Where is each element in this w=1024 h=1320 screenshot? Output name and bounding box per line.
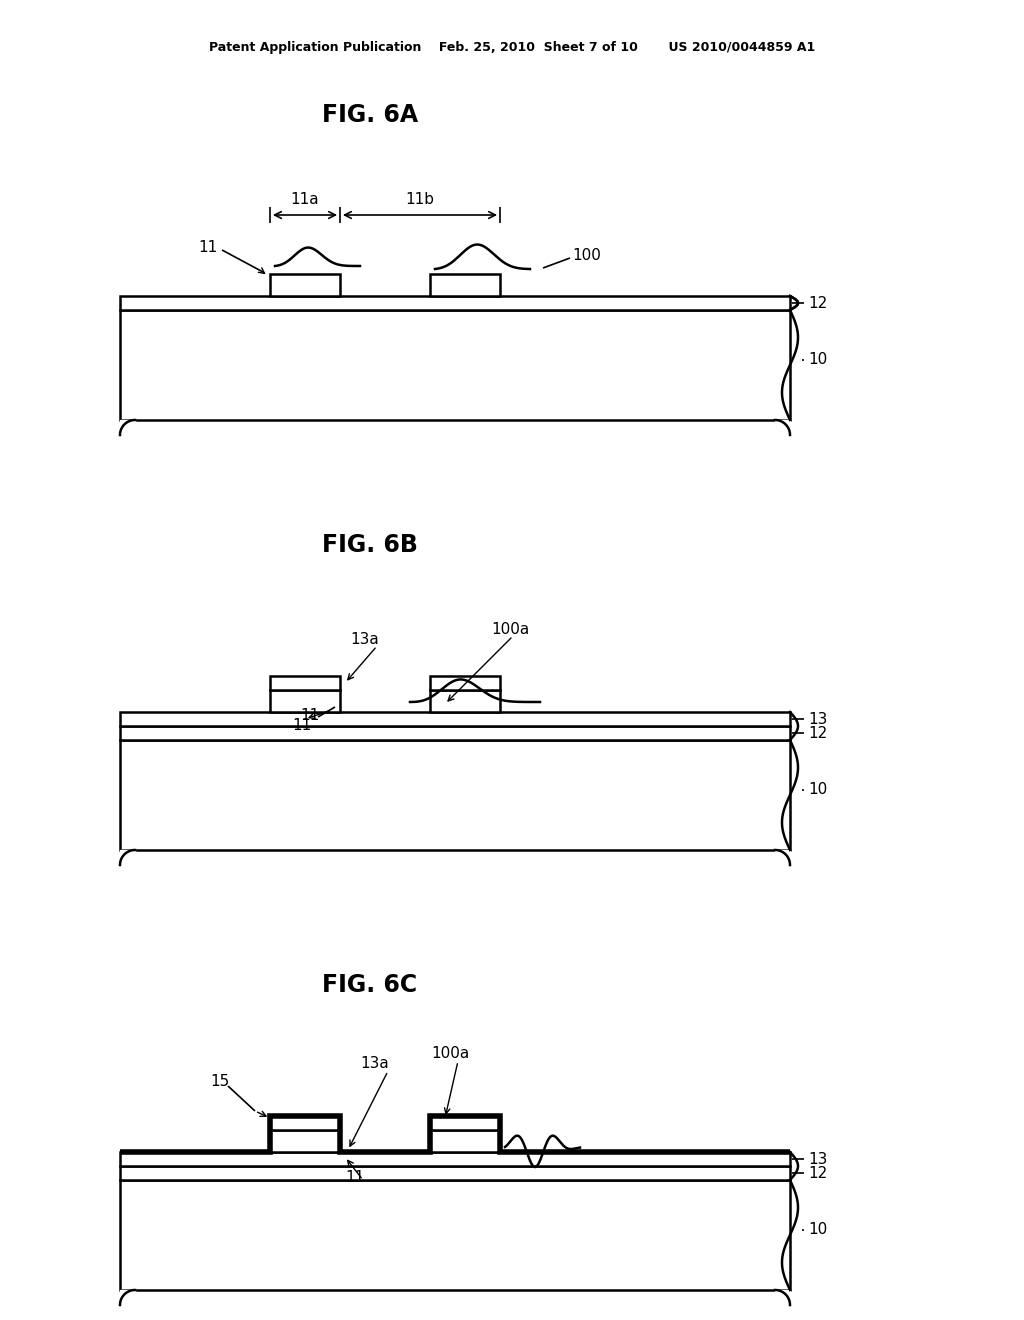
Text: 12: 12 [808,1166,827,1180]
Bar [270,690,340,711]
Bar [430,676,500,690]
Bar [430,1115,500,1130]
Bar [270,1115,340,1130]
Text: 13: 13 [808,711,827,726]
Text: 13: 13 [808,1151,827,1167]
Bar [120,1152,790,1166]
Bar [270,275,340,296]
Text: 11a: 11a [291,193,319,207]
Bar [120,310,790,420]
Bar [120,726,790,741]
Bar [120,741,790,850]
Text: 12: 12 [808,296,827,310]
Text: 11b: 11b [406,193,434,207]
Bar [120,296,790,310]
Text: 12: 12 [808,726,827,741]
Text: 10: 10 [808,1222,827,1238]
Text: 11: 11 [300,708,319,722]
Bar [430,690,500,711]
Text: 11: 11 [345,1170,365,1184]
Bar [120,1166,790,1180]
Bar [270,1130,340,1152]
Text: 13a: 13a [360,1056,389,1072]
Bar [120,1180,790,1290]
Text: 15: 15 [210,1073,229,1089]
Text: 100a: 100a [431,1047,469,1061]
Bar [430,275,500,296]
Text: 11: 11 [293,718,312,733]
Text: 10: 10 [808,352,827,367]
Text: Patent Application Publication    Feb. 25, 2010  Sheet 7 of 10       US 2010/004: Patent Application Publication Feb. 25, … [209,41,815,54]
Text: FIG. 6C: FIG. 6C [323,973,418,997]
Text: 100: 100 [572,248,601,263]
Bar [270,676,340,690]
Text: 11: 11 [199,240,218,256]
Bar [430,1130,500,1152]
Text: 10: 10 [808,783,827,797]
Text: FIG. 6B: FIG. 6B [323,533,418,557]
Text: 100a: 100a [490,622,529,636]
Text: FIG. 6A: FIG. 6A [322,103,418,127]
Bar [120,711,790,726]
Text: 13a: 13a [350,631,379,647]
